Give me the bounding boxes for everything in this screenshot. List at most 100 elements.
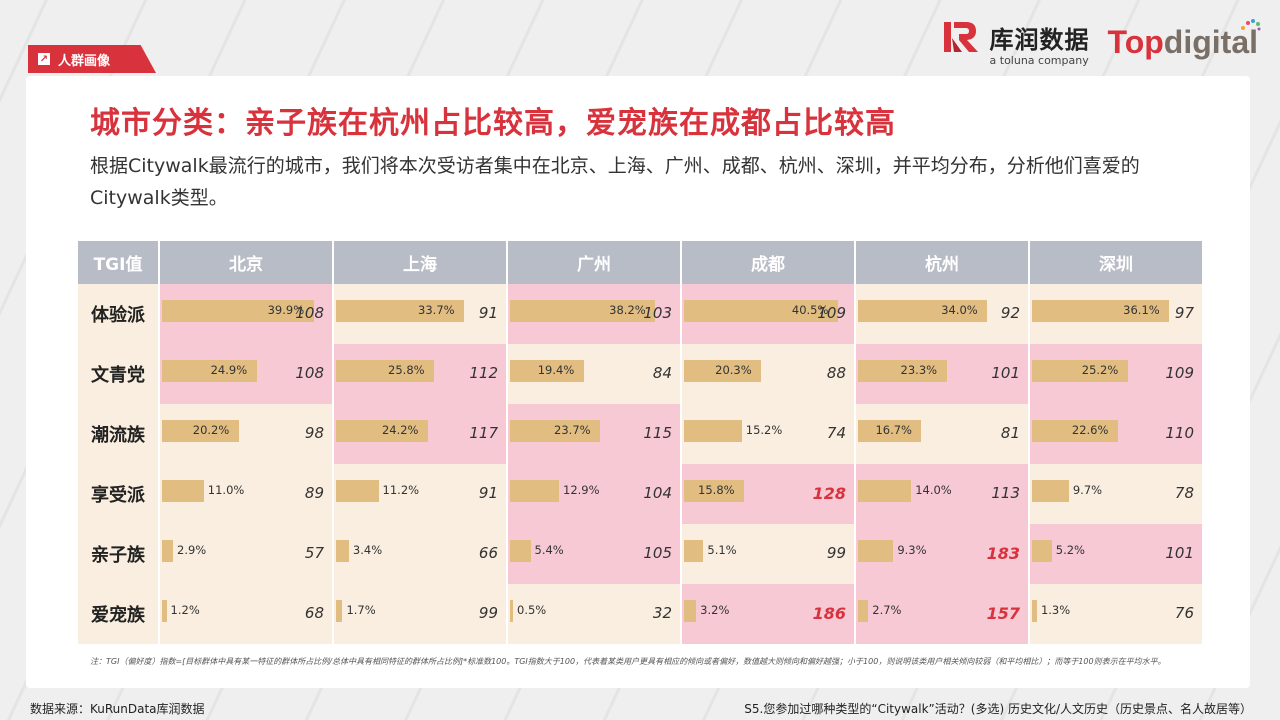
- tgi-value: 99: [478, 604, 498, 622]
- tgi-value: 98: [304, 424, 324, 442]
- percentage-label: 33.7%: [418, 303, 455, 317]
- table-cell: 40.5% 109: [680, 284, 855, 344]
- percentage-bar: [1032, 360, 1128, 382]
- percentage-label: 22.6%: [1071, 423, 1109, 437]
- page-description: 根据Citywalk最流行的城市，我们将本次受访者集中在北京、上海、广州、成都、…: [90, 155, 1140, 209]
- percentage-bar: [684, 540, 704, 562]
- tgi-value: 89: [304, 484, 324, 502]
- percentage-bar: [162, 420, 239, 442]
- tgi-value: 108: [295, 364, 324, 382]
- city-header: 北京: [158, 241, 333, 284]
- percentage-bar: [510, 600, 513, 622]
- tgi-value: 103: [643, 304, 672, 322]
- percentage-label: 25.8%: [388, 363, 425, 377]
- percentage-label: 16.7%: [875, 423, 912, 437]
- table-cell: 1.7% 99: [332, 584, 507, 644]
- tgi-value: 91: [478, 304, 498, 322]
- tgi-value: 109: [1165, 364, 1194, 382]
- table-cell: 24.9% 108: [158, 344, 333, 404]
- percentage-label: 36.1%: [1123, 303, 1160, 317]
- table-cell: 25.8% 112: [332, 344, 507, 404]
- table-cell: 19.4% 84: [506, 344, 681, 404]
- table-row: 爱宠族 1.2% 68 1.7% 99 0.5% 32 3.2% 186 2.7% 157 1.3% 7…: [78, 584, 1202, 644]
- percentage-label: 14.0%: [915, 483, 952, 497]
- tgi-value: 183: [986, 544, 1020, 563]
- table-cell: 5.2% 101: [1028, 524, 1202, 584]
- percentage-bar: [1032, 600, 1037, 622]
- tgi-value: 81: [1000, 424, 1020, 442]
- row-label: 体验派: [78, 284, 159, 344]
- percentage-label: 1.3%: [1040, 603, 1071, 617]
- table-cell: 24.2% 117: [332, 404, 507, 464]
- percentage-label: 23.7%: [554, 423, 591, 437]
- percentage-label: 19.4%: [537, 363, 575, 377]
- percentage-bar: [858, 360, 947, 382]
- tgi-value: 117: [469, 424, 498, 442]
- kurun-logo-subtitle: a toluna company: [989, 54, 1089, 67]
- topdigital-logo-top: Top: [1107, 24, 1164, 60]
- percentage-bar: [336, 600, 343, 622]
- kurun-logo-text: 库润数据: [989, 25, 1090, 54]
- city-header: 杭州: [854, 241, 1029, 284]
- percentage-bar: [510, 300, 656, 322]
- percentage-bar: [858, 300, 988, 322]
- percentage-label: 40.5%: [791, 303, 829, 317]
- tgi-value: 66: [478, 544, 498, 562]
- tgi-value: 128: [812, 484, 846, 503]
- tgi-value: 76: [1174, 604, 1194, 622]
- percentage-label: 15.2%: [745, 423, 783, 437]
- table-cell: 9.3% 183: [854, 524, 1029, 584]
- percentage-label: 15.8%: [698, 483, 735, 497]
- table-cell: 2.7% 157: [854, 584, 1029, 644]
- table-cell: 1.2% 68: [158, 584, 333, 644]
- row-label: 享受派: [78, 464, 159, 524]
- table-row: 亲子族 2.9% 57 3.4% 66 5.4% 105 5.1% 99 9.3% 183 5.2% 1…: [78, 524, 1202, 584]
- table-cell: 23.7% 115: [506, 404, 681, 464]
- tgi-value: 84: [652, 364, 672, 382]
- table-cell: 15.8% 128: [680, 464, 855, 524]
- table-cell: 2.9% 57: [158, 524, 333, 584]
- percentage-label: 5.4%: [534, 543, 564, 557]
- table-corner-header: TGI值: [78, 241, 159, 284]
- row-label: 爱宠族: [78, 584, 159, 644]
- percentage-bar: [858, 480, 912, 502]
- table-cell: 5.4% 105: [506, 524, 681, 584]
- table-cell: 0.5% 32: [506, 584, 681, 644]
- percentage-bar: [858, 420, 922, 442]
- tgi-value: 74: [826, 424, 846, 442]
- table-cell: 20.3% 88: [680, 344, 855, 404]
- tgi-value: 78: [1174, 484, 1194, 502]
- tgi-value: 88: [826, 364, 846, 382]
- percentage-label: 3.2%: [700, 603, 730, 617]
- percentage-label: 11.2%: [382, 483, 420, 497]
- percentage-bar: [162, 480, 204, 502]
- percentage-label: 25.2%: [1081, 363, 1119, 377]
- topdigital-logo-digital: digital: [1163, 24, 1258, 60]
- table-cell: 12.9% 104: [506, 464, 681, 524]
- table-cell: 33.7% 91: [332, 284, 507, 344]
- tgi-value: 104: [643, 484, 672, 502]
- city-header: 广州: [506, 241, 681, 284]
- tgi-value: 101: [1165, 544, 1194, 562]
- percentage-label: 12.9%: [563, 483, 600, 497]
- percentage-bar: [1032, 420, 1118, 442]
- percentage-bar: [510, 420, 601, 442]
- arrow-icon: ↗: [38, 53, 50, 65]
- table-row: 潮流族 20.2% 98 24.2% 117 23.7% 115 15.2% 74 16.7% 81…: [78, 404, 1202, 464]
- tgi-value: 105: [643, 544, 672, 562]
- tgi-value: 110: [1165, 424, 1194, 442]
- table-cell: 23.3% 101: [854, 344, 1029, 404]
- kurun-logo: 库润数据 a toluna company: [942, 18, 1090, 67]
- tgi-value: 97: [1174, 304, 1194, 322]
- topdigital-logo: Topdigital: [1107, 19, 1261, 61]
- tgi-value: 113: [991, 484, 1020, 502]
- survey-question: S5.您参加过哪种类型的“Citywalk”活动？(多选) 历史文化/人文历史（…: [744, 702, 1252, 716]
- percentage-bar: [336, 540, 349, 562]
- table-cell: 3.2% 186: [680, 584, 855, 644]
- percentage-label: 24.2%: [381, 423, 419, 437]
- table-cell: 14.0% 113: [854, 464, 1029, 524]
- percentage-bar: [858, 600, 869, 622]
- percentage-bar: [858, 540, 894, 562]
- tgi-table: TGI值 北京 上海 广州 成都 杭州 深圳 体验派 39.9% 108 33.7% 9…: [78, 241, 1202, 644]
- percentage-label: 1.7%: [346, 603, 376, 617]
